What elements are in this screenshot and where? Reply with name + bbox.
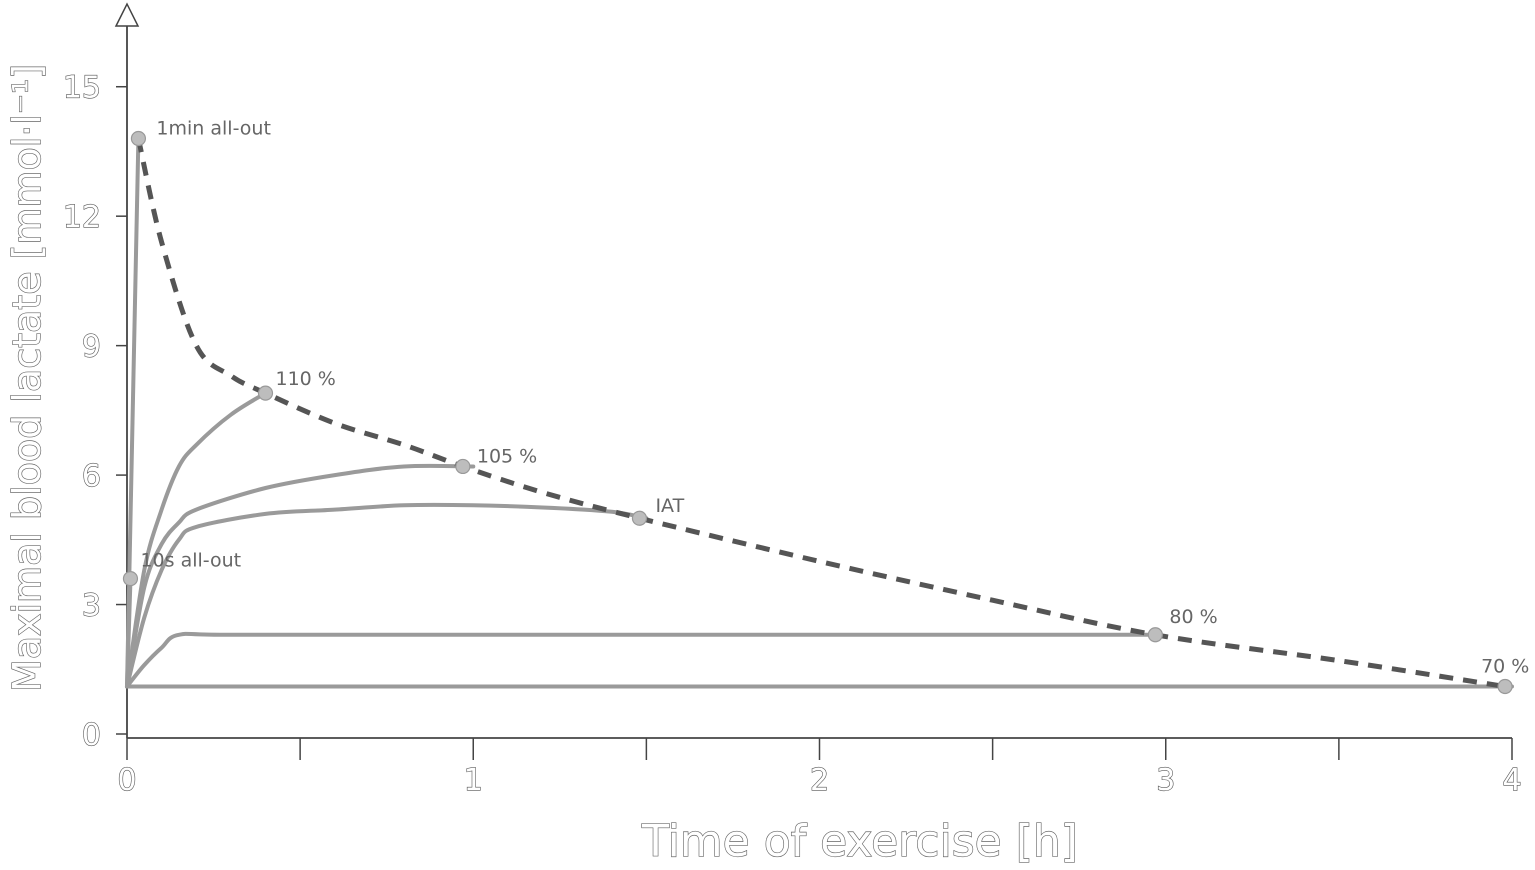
y-tick-label: 15 xyxy=(63,71,101,106)
y-axis: 0 3 6 9 12 15 xyxy=(62,2,140,754)
series-point-110 xyxy=(257,385,274,401)
series-line-iat xyxy=(125,502,649,689)
y-tick-label: 12 xyxy=(63,200,101,235)
x-tick-label: 4 xyxy=(1502,763,1521,798)
series-label-1min-all-out: 1min all-out xyxy=(156,118,270,140)
series-point-70 xyxy=(1497,678,1513,695)
series-point-10s-all-out xyxy=(122,571,139,587)
envelope-layer xyxy=(135,137,1506,689)
x-tick-label: 2 xyxy=(810,763,829,798)
y-tick-label: 9 xyxy=(82,330,101,365)
series-label-80: 80 % xyxy=(1169,606,1217,628)
series-line-80 xyxy=(125,631,1158,689)
series-label-110: 110 % xyxy=(276,368,336,390)
series-point-105 xyxy=(455,458,471,475)
series-label-10s-all-out: 10s all-out xyxy=(140,550,241,572)
series-line-105 xyxy=(125,463,476,689)
x-axis: 0 1 2 3 4 xyxy=(117,737,1522,799)
y-ticks: 0 3 6 9 12 15 xyxy=(62,70,127,754)
x-axis-title: Time of exercise [h] xyxy=(641,816,1078,867)
series-layer xyxy=(125,136,1514,689)
y-tick-label: 3 xyxy=(82,589,101,624)
envelope-dashed-line xyxy=(135,137,1506,689)
series-line-110 xyxy=(125,391,268,689)
x-tick-label: 3 xyxy=(1156,763,1175,798)
points-layer xyxy=(122,130,1513,695)
labels-layer: 1min all-out 10s all-out 110 % 105 % IAT 80 %… xyxy=(140,118,1529,678)
x-tick-label: 1 xyxy=(464,763,483,798)
y-tick-label: 0 xyxy=(82,718,101,753)
series-label-70: 70 % xyxy=(1481,656,1529,678)
y-tick-label: 6 xyxy=(82,459,101,494)
series-label-105: 105 % xyxy=(477,445,537,467)
series-point-80 xyxy=(1147,627,1163,643)
series-point-1min-all-out xyxy=(130,130,147,147)
y-axis-arrow-icon xyxy=(114,2,140,27)
y-axis-title: Maximal blood lactate [mmol·l⁻¹] xyxy=(5,64,49,692)
series-point-iat xyxy=(631,510,648,526)
x-ticks: 0 1 2 3 4 xyxy=(117,738,1522,799)
series-label-iat: IAT xyxy=(655,495,684,517)
x-tick-label: 0 xyxy=(117,763,136,798)
